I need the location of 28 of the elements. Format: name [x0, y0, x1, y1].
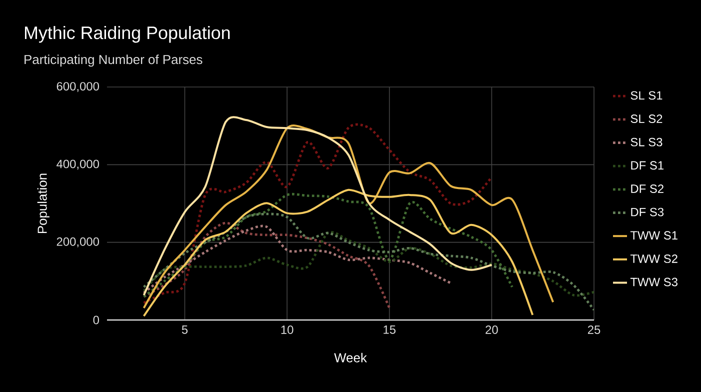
x-tick-label: 15 — [384, 326, 396, 334]
line-series — [142, 212, 594, 312]
legend-label: SL S2 — [630, 114, 662, 123]
line-series — [142, 192, 514, 298]
legend-label: DF S2 — [631, 184, 664, 193]
x-tick-label: 25 — [588, 326, 600, 334]
line-series — [142, 188, 534, 318]
legend-label: TWW S3 — [630, 278, 678, 286]
chart-title: Mythic Raiding Population — [24, 26, 230, 43]
line-series — [142, 224, 452, 294]
y-tick-label: 400,000 — [56, 160, 100, 170]
x-tick-label: 5 — [182, 326, 188, 334]
chart-subtitle: Participating Number of Parses — [24, 54, 202, 67]
x-tick-label: 20 — [486, 326, 498, 334]
legend-label: DF S1 — [631, 161, 664, 170]
legend-label: TWW S2 — [630, 254, 678, 263]
y-tick-label: 600,000 — [56, 82, 100, 92]
y-tick-label: 200,000 — [56, 237, 100, 248]
line-series — [142, 231, 594, 297]
line-series — [142, 222, 391, 310]
x-axis-title: Week — [334, 352, 367, 362]
x-tick-label: 10 — [281, 326, 294, 334]
legend-label: SL S1 — [630, 91, 662, 100]
legend-label: TWW S1 — [630, 231, 678, 240]
y-axis-title: Population — [37, 174, 50, 234]
legend-label: SL S3 — [630, 138, 662, 146]
y-tick-label: 0 — [93, 316, 100, 324]
legend-label: DF S3 — [631, 208, 664, 216]
